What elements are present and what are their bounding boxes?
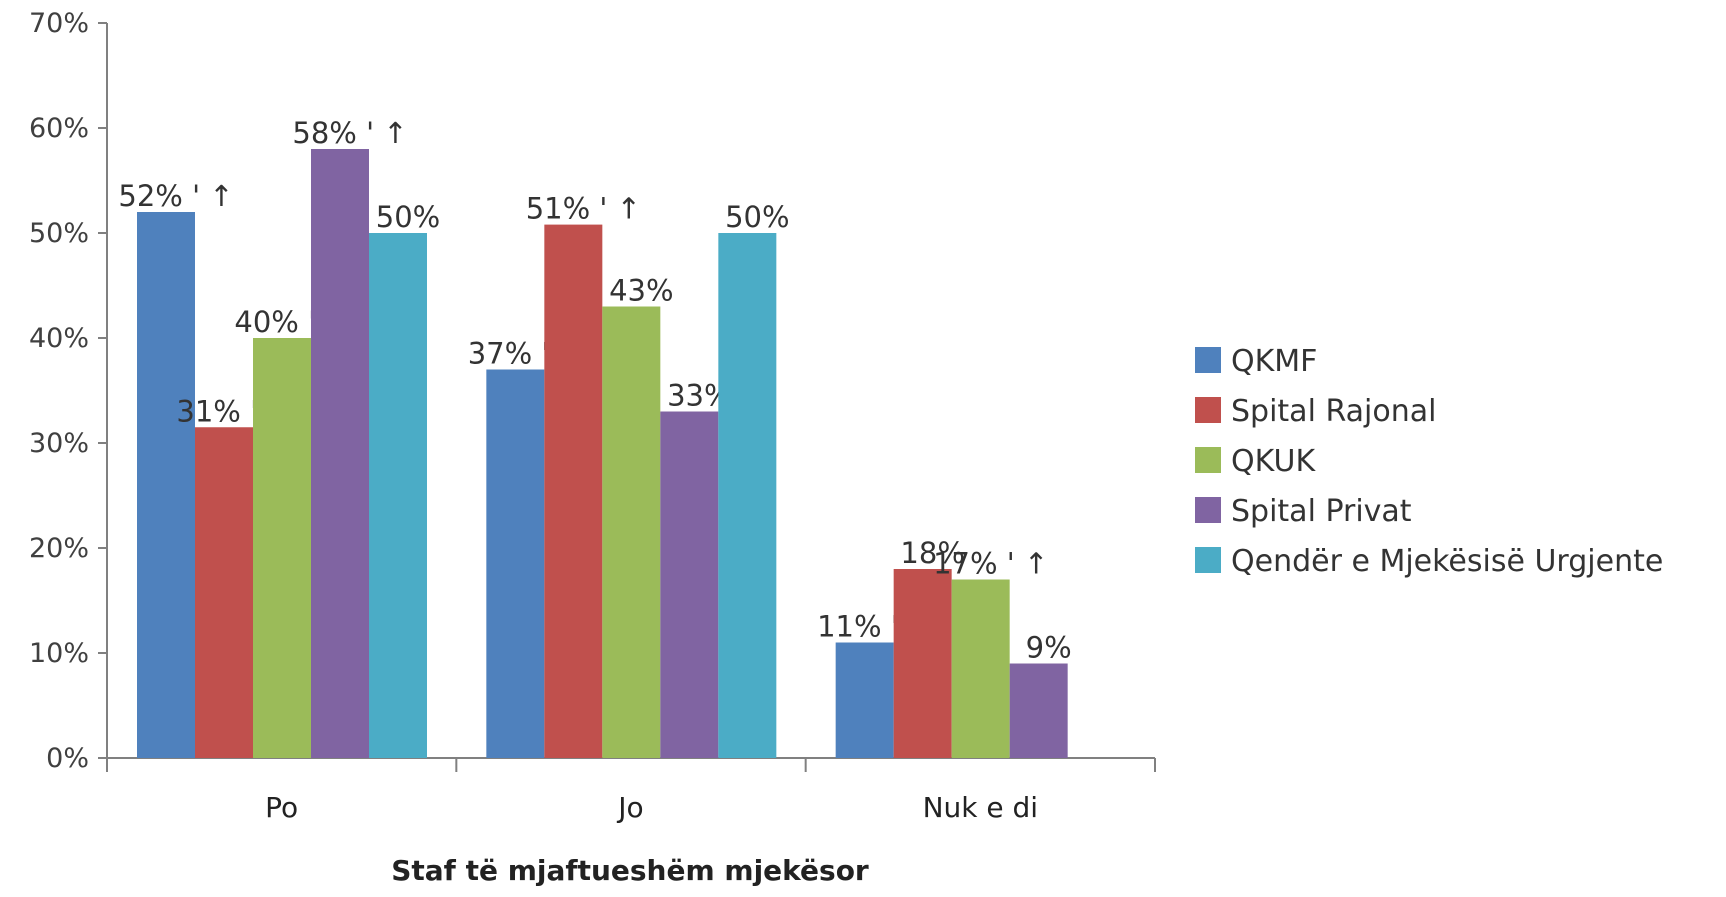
bar [951,579,1010,758]
y-tick-label: 30% [29,428,89,459]
legend-label: Qendër e Mjekësisë Urgjente [1231,544,1663,579]
bar [602,306,661,758]
legend-label: Spital Privat [1231,494,1412,529]
data-label: 51% ' ↑ [526,192,641,226]
bar [660,411,719,758]
y-tick-label: 50% [29,218,89,249]
y-tick-label: 10% [29,638,89,669]
data-label: 9% [1026,631,1072,665]
legend: QKMF Spital Rajonal QKUK Spital Privat Qendë… [1195,344,1663,579]
y-tick-label: 40% [29,323,89,354]
bar [137,212,195,758]
bar [253,338,311,758]
data-label: 50% [725,200,789,234]
data-label: 50% [376,200,440,234]
data-label: 52% ' ↑ [118,179,233,213]
bar [893,569,952,758]
y-tick-label: 0% [46,743,89,774]
legend-swatch [1195,497,1221,523]
legend-label: QKMF [1231,344,1317,379]
legend-swatch [1195,347,1221,373]
x-category-label: Nuk e di [923,791,1039,824]
data-label: 58% ' ↑ [292,116,407,150]
bar [369,233,427,758]
y-tick-label: 60% [29,113,89,144]
bar [486,369,545,758]
bar [1009,663,1068,758]
x-category-label: Po [265,791,298,824]
data-label: 43% [609,274,673,308]
legend-swatch [1195,397,1221,423]
y-tick-label: 70% [29,8,89,39]
y-tick-label: 20% [29,533,89,564]
legend-swatch [1195,547,1221,573]
bar [718,233,777,758]
data-label: 17% ' ↑ [933,547,1048,581]
legend-swatch [1195,447,1221,473]
x-axis-title: Staf të mjaftueshëm mjekësor [391,854,869,887]
x-category-label: Jo [616,791,643,824]
bar [544,224,603,759]
bar [835,642,894,758]
legend-label: Spital Rajonal [1231,394,1436,429]
data-label: 18% [900,536,964,570]
legend-label: QKUK [1231,444,1316,479]
bar [195,427,253,758]
bar [311,149,369,758]
plot-area: 0% 10% 20% 30% 40% 50% 60% 70% Po Jo Nuk e di 52% '… [29,8,1156,824]
